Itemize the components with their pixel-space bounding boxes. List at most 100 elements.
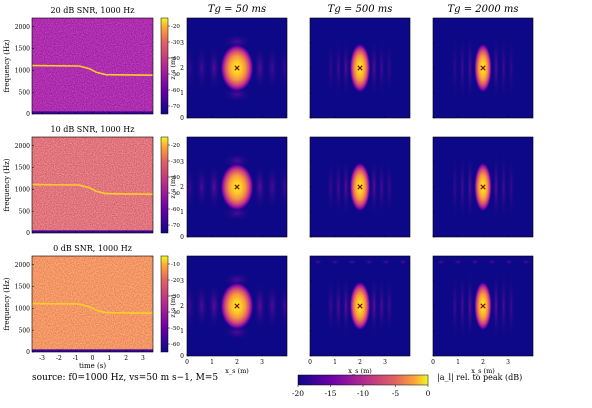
spectrogram-title: 0 dB SNR, 1000 Hz — [53, 244, 132, 253]
side-lobe — [334, 154, 343, 220]
noise-blob — [504, 259, 514, 265]
source-caption: source: f0=1000 Hz, vs=50 m s−1, M=5 — [32, 373, 218, 383]
tone-track — [31, 183, 154, 195]
colorbar-tick-label: -5 — [392, 389, 400, 398]
true-source-marker — [234, 184, 240, 190]
side-lobe — [341, 154, 350, 220]
x-tick-label: 3 — [506, 359, 510, 366]
side-lobe — [507, 148, 515, 226]
y-axis-label: z_s (m) — [169, 294, 177, 318]
localization-panel: 0 1 2 3 0 1 2 3 x_s (m) z_s (m) — [169, 255, 288, 375]
x-tick-label: -3 — [39, 355, 45, 362]
side-lobe — [195, 280, 209, 332]
x-tick-label: -1 — [73, 355, 79, 362]
side-lobe-vertical — [221, 33, 253, 51]
y-tick-label: 500 — [19, 208, 31, 215]
colorbar-tick-label: -20 — [171, 24, 180, 30]
side-lobe — [385, 273, 394, 339]
spectrogram-title: 10 dB SNR, 1000 Hz — [51, 125, 135, 134]
side-lobe — [459, 148, 466, 226]
y-tick-label: 0 — [180, 234, 184, 241]
tone-track — [31, 302, 154, 314]
tone-track — [31, 64, 154, 76]
panel-content — [433, 137, 533, 237]
colorbar-tick-label: -70 — [171, 104, 180, 110]
side-lobe — [370, 273, 379, 339]
column-title-text: Tg = 500 ms — [328, 4, 393, 15]
y-tick-label: 1000 — [15, 187, 30, 194]
side-lobe — [253, 161, 267, 213]
localization-panel — [309, 17, 411, 119]
x-tick-label: 3 — [141, 355, 145, 362]
column-title-text: Tg = 2000 ms — [447, 4, 518, 15]
true-source-marker — [480, 65, 486, 71]
x-axis-label: x_s (m) — [471, 367, 495, 375]
y-tick-label: 0 — [26, 111, 30, 118]
column-title: Tg = 500 ms — [328, 4, 393, 15]
true-source-marker — [234, 65, 240, 71]
x-tick-label: 0 — [308, 359, 312, 366]
y-tick-label: 1500 — [15, 284, 30, 291]
noise-blob — [364, 259, 374, 265]
y-tick-label: 1500 — [15, 165, 30, 172]
side-lobe-vertical — [221, 152, 253, 170]
side-lobe — [187, 161, 196, 213]
x-tick-label: 2 — [481, 359, 485, 366]
side-lobe — [370, 35, 379, 101]
side-lobe — [385, 35, 394, 101]
localization-colorbar — [297, 374, 429, 386]
side-lobe — [326, 154, 335, 220]
y-tick-label: 3 — [180, 40, 184, 47]
colorbar-tick-label: -10 — [171, 262, 180, 268]
y-tick-label: 2 — [180, 303, 184, 310]
side-lobe — [253, 280, 267, 332]
noise-blob — [381, 259, 391, 265]
x-tick-label: -2 — [56, 355, 62, 362]
colorbar-tick-label: -30 — [171, 40, 180, 46]
x-tick-label: 2 — [235, 359, 239, 366]
side-lobe — [326, 273, 335, 339]
colorbar-tick-label: -10 — [357, 389, 369, 398]
side-lobe-vertical — [221, 204, 253, 222]
spectrogram-title: 20 dB SNR, 1000 Hz — [51, 6, 135, 15]
colorbar-label: |a_l| rel. to peak (dB) — [437, 373, 522, 382]
y-tick-label: 2000 — [15, 262, 30, 269]
y-axis-label: z_s (m) — [169, 175, 177, 199]
side-lobe — [451, 148, 459, 226]
side-lobe — [253, 42, 267, 94]
side-lobe — [370, 154, 379, 220]
x-axis-label: time (s) — [79, 362, 106, 370]
side-lobe — [385, 154, 394, 220]
side-lobe — [451, 267, 459, 345]
y-tick-label: 0 — [180, 115, 184, 122]
side-lobe — [466, 267, 474, 345]
side-lobe — [459, 29, 466, 107]
noise-blob — [453, 259, 463, 265]
x-tick-label: 0 — [91, 355, 95, 362]
y-tick-label: 3 — [180, 278, 184, 285]
y-tick-label: 500 — [19, 89, 31, 96]
x-tick-label: 1 — [333, 359, 337, 366]
side-lobe — [377, 154, 386, 220]
true-source-marker — [480, 184, 486, 190]
side-lobe — [466, 148, 474, 226]
side-lobe — [451, 29, 459, 107]
side-lobe — [326, 35, 335, 101]
colorbar-tick-label: -70 — [171, 223, 180, 229]
colorbar-tick-label: -40 — [171, 56, 180, 62]
side-lobe — [377, 273, 386, 339]
side-lobe — [265, 161, 279, 213]
x-tick-label: 1 — [210, 359, 214, 366]
side-lobe — [195, 161, 209, 213]
y-tick-label: 0 — [180, 353, 184, 360]
y-tick-label: 1 — [180, 90, 184, 97]
true-source-marker — [357, 184, 363, 190]
y-tick-label: 1 — [180, 328, 184, 335]
side-lobe-vertical — [221, 323, 253, 341]
side-lobe — [278, 161, 287, 213]
localization-panel — [432, 17, 534, 119]
y-tick-label: 1500 — [15, 46, 30, 53]
noise-blob — [398, 259, 408, 265]
side-lobe — [341, 35, 350, 101]
